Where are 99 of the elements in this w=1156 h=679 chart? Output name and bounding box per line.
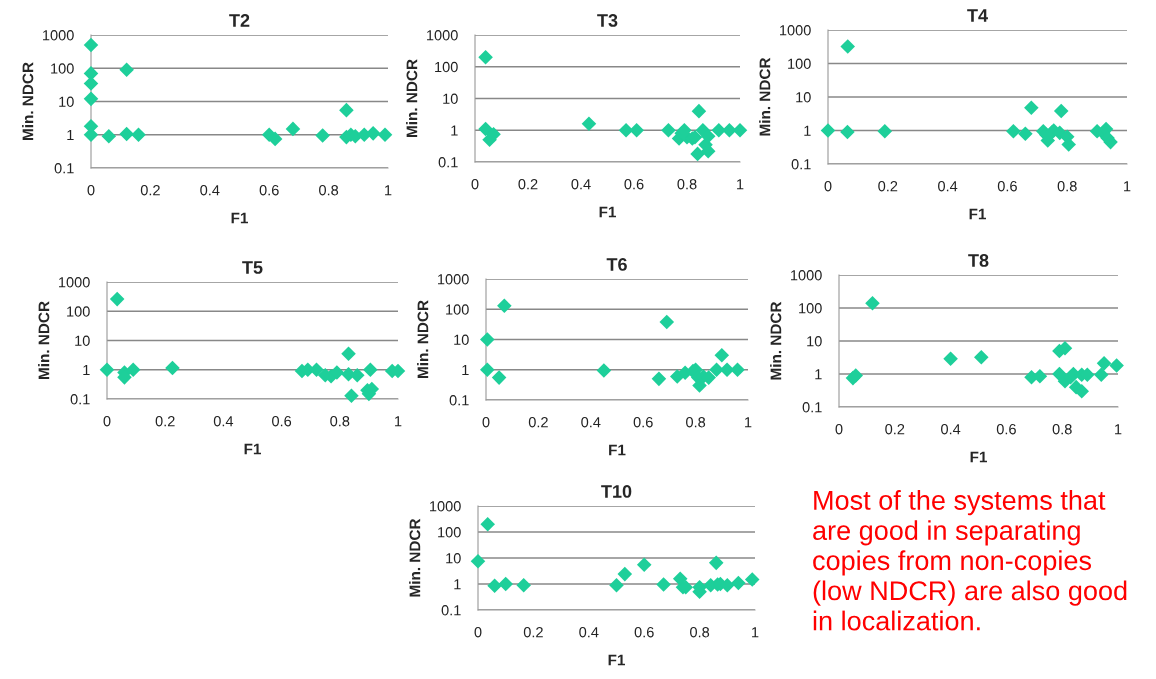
y-tick-label: 100 [799,303,822,314]
x-tick-label: 0 [474,627,482,638]
y-axis-title: Min. NDCR [770,301,782,380]
y-tick-label: 1 [815,369,822,380]
x-tick-label: 1 [745,417,752,428]
x-tick-label: 0.8 [330,416,350,427]
x-tick-label: 0.8 [319,185,339,196]
y-tick-label: 100 [788,58,811,69]
x-tick-label: 0 [482,417,490,428]
y-tick-label: 1000 [791,270,822,281]
x-tick-label: 0.6 [634,627,654,638]
x-tick-label: 0 [103,416,111,427]
x-tick-label: 1 [737,179,744,190]
x-tick-label: 0 [87,185,95,196]
chart-title: T3 [597,14,618,27]
y-tick-label: 10 [59,96,74,107]
x-tick-label: 0.8 [1057,181,1077,192]
y-axis-title: Min. NDCR [759,57,771,136]
y-tick-label: 0.1 [449,395,469,406]
y-tick-label: 0.1 [438,157,458,168]
x-axis-title: F1 [244,443,261,455]
x-tick-label: 0.4 [200,185,220,196]
y-axis-title: Min. NDCR [406,59,418,137]
y-axis-title: Min. NDCR [38,301,50,379]
x-tick-label: 0.2 [140,185,160,196]
x-tick-label: 0.4 [579,627,599,638]
chart-title: T4 [967,9,988,22]
x-axis-title: F1 [608,654,625,666]
x-tick-label: 0.8 [686,417,706,428]
chart-title: T10 [601,485,632,498]
x-tick-label: 1 [385,185,392,196]
y-tick-label: 100 [51,63,74,74]
x-tick-label: 0.4 [938,181,958,192]
x-tick-label: 0.6 [272,416,292,427]
y-tick-label: 10 [443,93,458,104]
y-tick-label: 1000 [438,274,469,285]
chart-title: T2 [229,14,250,27]
x-tick-label: 0.4 [571,179,591,190]
y-tick-label: 1 [83,365,90,376]
y-tick-label: 1000 [780,25,811,36]
x-tick-label: 0.8 [690,627,710,638]
x-tick-label: 0.6 [259,185,279,196]
y-tick-label: 0.1 [70,394,90,405]
y-tick-label: 100 [438,527,461,538]
y-axis-title: Min. NDCR [22,62,34,140]
x-tick-label: 0 [471,179,479,190]
x-tick-label: 0.4 [213,416,234,427]
y-axis-title: Min. NDCR [409,518,421,597]
x-axis-title: F1 [969,208,986,220]
chart-title: T8 [968,254,989,267]
x-tick-label: 0.6 [624,179,644,190]
x-tick-label: 0.6 [633,417,653,428]
y-tick-label: 1 [462,365,469,376]
text: Most of the systems that are good in separating copies from non-copies (low NDCR) are also good in localization. [813,490,1127,631]
x-axis-title: F1 [599,206,616,218]
x-tick-label: 1 [395,416,402,427]
y-tick-label: 1 [804,125,811,136]
y-tick-label: 1000 [427,30,458,41]
x-tick-label: 0.4 [941,424,961,435]
x-tick-label: 0 [835,424,843,435]
x-tick-label: 0.4 [581,417,601,428]
x-tick-label: 0.2 [878,181,898,192]
x-tick-label: 1 [1124,181,1131,192]
x-tick-label: 0.2 [885,424,905,435]
y-tick-label: 1000 [430,501,461,512]
x-tick-label: 1 [1115,424,1122,435]
y-tick-label: 100 [67,306,90,317]
y-tick-label: 10 [75,335,90,346]
x-tick-label: 0.6 [997,181,1017,192]
x-tick-label: 0.6 [996,424,1016,435]
y-tick-label: 10 [454,334,469,345]
y-tick-label: 100 [446,304,469,315]
chart-title: T5 [242,261,263,274]
x-axis-title: F1 [970,451,987,463]
y-tick-label: 10 [796,92,811,103]
y-tick-label: 1 [67,130,74,141]
x-axis-title: F1 [609,444,626,456]
x-axis-title: F1 [231,212,248,224]
x-tick-label: 0.8 [677,179,697,190]
x-tick-label: 0.2 [528,417,548,428]
y-axis-title: Min. NDCR [417,300,429,378]
y-tick-label: 10 [446,553,461,564]
y-tick-label: 1 [454,579,461,590]
y-tick-label: 1 [451,125,458,136]
x-tick-label: 1 [752,627,759,638]
y-tick-label: 0.1 [791,159,811,170]
x-tick-label: 0.8 [1052,424,1072,435]
y-tick-label: 1000 [59,277,90,288]
x-tick-label: 0.2 [155,416,175,427]
y-tick-label: 0.1 [802,402,822,413]
y-tick-label: 0.1 [54,163,74,174]
y-tick-label: 100 [435,61,458,73]
x-tick-label: 0.2 [518,179,538,190]
x-tick-label: 0.2 [523,627,543,638]
y-tick-label: 1000 [43,30,74,41]
y-tick-label: 0.1 [441,605,461,616]
y-tick-label: 10 [807,336,822,347]
chart-title: T6 [606,258,627,271]
x-tick-label: 0 [824,181,832,192]
